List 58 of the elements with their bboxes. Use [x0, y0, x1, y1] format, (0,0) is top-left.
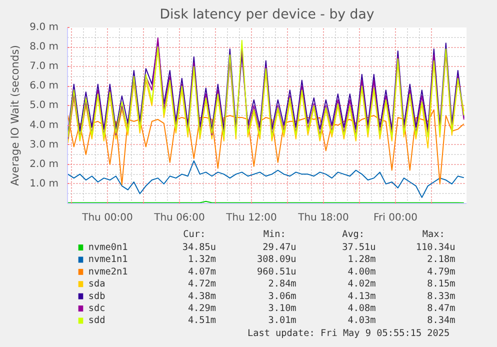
text: Min:	[263, 229, 286, 240]
x-tick-label: Thu 06:00	[153, 212, 205, 224]
legend-label: nvme2n1	[88, 266, 128, 278]
text: 4.07m	[188, 266, 216, 278]
text: 4.79m	[427, 266, 456, 278]
text: 4.29m	[188, 303, 216, 314]
text: 4.02m	[348, 278, 376, 290]
text: 4.00m	[348, 266, 376, 278]
legend-label: nvme1n1	[88, 254, 128, 266]
y-axis-title: Average IO Wait (seconds)	[8, 45, 22, 186]
text: Max:	[422, 229, 445, 240]
legend-label: sdb	[88, 290, 106, 302]
text: 4.03m	[348, 315, 376, 326]
legend-label: nvme0n1	[88, 242, 128, 253]
y-tick-label: 3.0 m	[30, 139, 59, 150]
text: 3.06m	[268, 290, 297, 302]
text: 1.28m	[348, 254, 376, 266]
text: 4.38m	[188, 290, 216, 302]
y-tick-label: 1.0 m	[30, 178, 59, 190]
legend-label: sda	[88, 278, 106, 290]
text: 110.34u	[416, 242, 456, 253]
y-tick-label: 2.0 m	[30, 158, 59, 170]
text: 3.10m	[268, 303, 297, 314]
text: 308.09u	[256, 254, 296, 266]
text: 2.84m	[268, 278, 297, 290]
y-tick-label: 4.0 m	[30, 120, 59, 131]
text: 4.51m	[188, 315, 216, 326]
legend-label: sdd	[88, 315, 106, 326]
y-tick-label: 8.0 m	[30, 42, 59, 53]
line-series	[68, 160, 464, 198]
text: 4.13m	[348, 290, 376, 302]
text: Avg:	[342, 229, 365, 240]
x-tick-label: Thu 00:00	[81, 212, 133, 224]
text: 8.33m	[427, 290, 456, 302]
text: 8.47m	[427, 303, 456, 314]
x-tick-label: Fri 00:00	[374, 212, 418, 224]
text: 1.32m	[188, 254, 216, 266]
text: 37.51u	[342, 242, 376, 253]
text: 3.01m	[268, 315, 297, 326]
text: 8.34m	[427, 315, 456, 326]
text: 34.85u	[182, 242, 216, 253]
text: 4.08m	[348, 303, 376, 314]
text: Cur:	[183, 229, 206, 240]
line-series	[68, 109, 464, 186]
x-tick-label: Thu 12:00	[225, 212, 277, 224]
x-tick-label: Thu 18:00	[297, 212, 349, 224]
text: Last update: Fri May 9 05:55:15 2025	[247, 328, 450, 339]
text: 2.18m	[427, 254, 456, 266]
y-tick-label: 7.0 m	[30, 61, 59, 72]
chart-title: Disk latency per device - by day	[160, 8, 374, 22]
text: 8.15m	[427, 278, 456, 290]
legend-label: sdc	[88, 303, 106, 314]
y-tick-label: 9.0 m	[30, 22, 59, 33]
text: 4.72m	[188, 278, 216, 290]
text: 960.51u	[256, 266, 296, 278]
y-tick-label: 5.0 m	[30, 100, 59, 112]
y-tick-label: 6.0 m	[30, 80, 59, 92]
text: 29.47u	[262, 242, 296, 253]
